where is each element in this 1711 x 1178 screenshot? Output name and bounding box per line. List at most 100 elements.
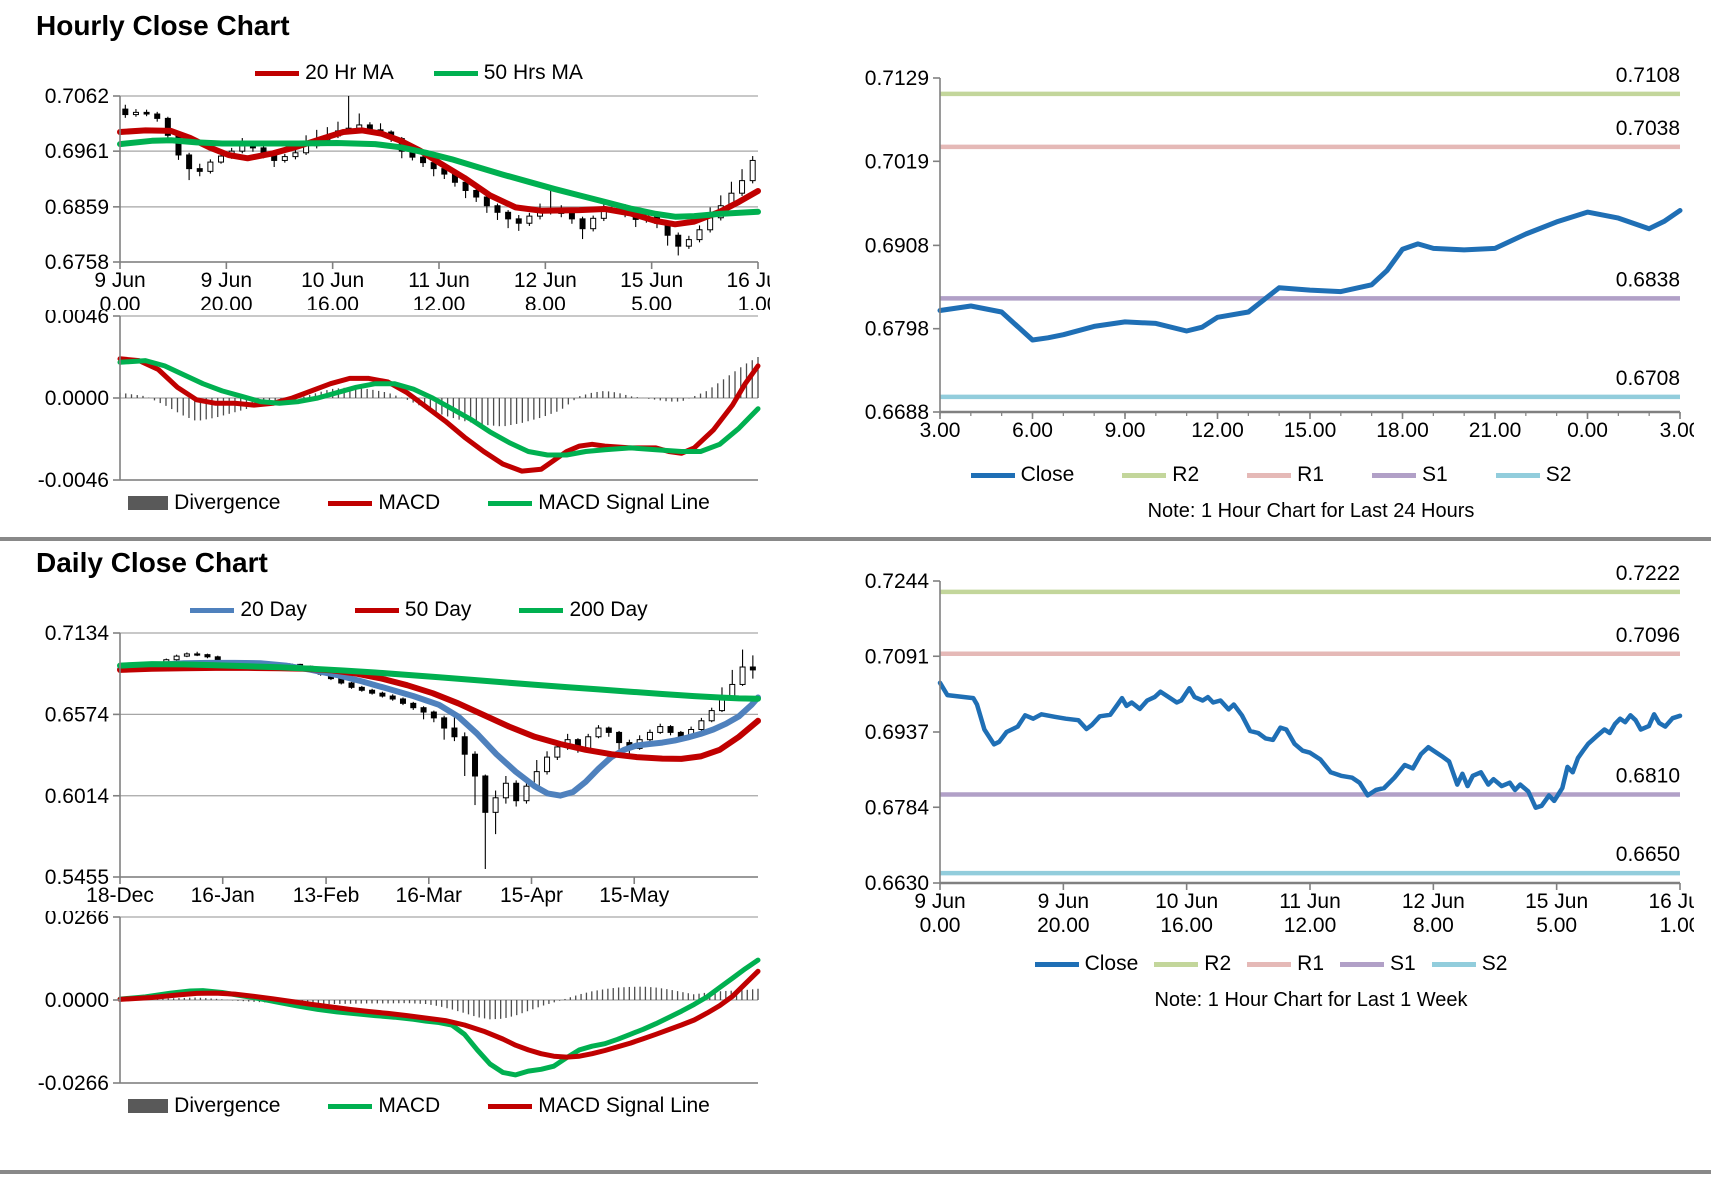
hourly-pivot-legend: Close R2 R1 S1 S2 bbox=[848, 460, 1694, 490]
legend-label: MACD bbox=[378, 1094, 441, 1117]
hourly-left-column: Hourly Close Chart 20 Hr MA 50 Hrs MA 0.7… bbox=[34, 4, 804, 518]
hourly-pivot-chart: 0.7108 0.7038 0.6838 0.6708 0.7129 0.7019 0.69… bbox=[848, 60, 1701, 460]
hourly-macd-legend: Divergence MACD MACD Signal Line bbox=[34, 488, 804, 518]
x-tick-label: 11 Jun bbox=[1279, 890, 1341, 913]
y-tick-label: 0.6937 bbox=[865, 721, 929, 744]
pivot-levels: 0.7222 0.7096 0.6810 0.6650 bbox=[940, 562, 1680, 876]
pivot-levels: 0.7108 0.7038 0.6838 0.6708 bbox=[940, 64, 1680, 400]
x-tick-label: 18-Dec bbox=[86, 884, 154, 907]
y-axis: 0.7062 0.6961 0.6859 0.6758 bbox=[45, 85, 121, 274]
x-tick-label: 3.00 bbox=[920, 419, 961, 442]
weekly-note: Note: 1 Hour Chart for Last 1 Week bbox=[1154, 989, 1468, 1011]
hourly-section: Hourly Close Chart 20 Hr MA 50 Hrs MA 0.7… bbox=[0, 4, 1711, 523]
legend-label: 20 Day bbox=[240, 598, 307, 621]
legend-label: R2 bbox=[1172, 463, 1200, 486]
x-tick-label: 5.00 bbox=[631, 293, 672, 310]
y-tick-label: 0.7244 bbox=[865, 570, 930, 593]
daily-macd-svg: 0.0266 0.0000 -0.0266 bbox=[38, 906, 761, 1095]
legend-label: MACD Signal Line bbox=[538, 491, 710, 514]
macd-signal-line-swatch-icon bbox=[488, 1103, 533, 1109]
legend-item-s2: S2 bbox=[1495, 463, 1572, 487]
level-label-s2: 0.6708 bbox=[1616, 367, 1680, 390]
x-tick-label: 9 Jun bbox=[94, 269, 145, 292]
legend-item-s1: S1 bbox=[1372, 463, 1448, 487]
legend-label: R1 bbox=[1297, 952, 1325, 975]
legend-item-close: Close bbox=[970, 463, 1074, 487]
legend-item-s2: S2 bbox=[1431, 952, 1508, 976]
y-tick-label: 0.7062 bbox=[45, 88, 109, 108]
y-tick-label: 0.5455 bbox=[45, 866, 109, 889]
level-label-r2: 0.7108 bbox=[1616, 64, 1680, 87]
y-axis: 0.7244 0.7091 0.6937 0.6784 0.6630 bbox=[865, 570, 941, 895]
daily-chart-title: Daily Close Chart bbox=[36, 547, 268, 578]
series-close bbox=[937, 680, 1683, 810]
legend-item-50-day: 50 Day bbox=[354, 598, 472, 622]
y-axis: 0.0266 0.0000 -0.0266 bbox=[38, 906, 121, 1095]
50-day-swatch-icon bbox=[354, 607, 399, 613]
x-tick-label: 16-Jan bbox=[191, 884, 255, 907]
y-tick-label: 0.6908 bbox=[865, 234, 929, 257]
x-tick-label: 15.00 bbox=[1284, 419, 1337, 442]
legend-label: MACD bbox=[378, 491, 441, 514]
hourly-ma-legend: 20 Hr MA 50 Hrs MA bbox=[34, 58, 804, 88]
level-label-s2: 0.6650 bbox=[1616, 843, 1680, 866]
x-tick-label: 1.00 bbox=[738, 293, 770, 310]
x-tick-label: 16 Jun bbox=[1648, 890, 1694, 913]
50-hrs-ma-swatch-icon bbox=[433, 70, 478, 76]
candles bbox=[122, 96, 756, 256]
x-tick-label: 0.00 bbox=[1567, 419, 1608, 442]
x-tick-label: 12 Jun bbox=[514, 269, 577, 292]
divergence-swatch-icon bbox=[128, 1099, 169, 1113]
y-tick-label: 0.7091 bbox=[865, 645, 929, 668]
series-macd-signal-line bbox=[117, 968, 761, 1060]
hourly-macd-svg: 0.0046 0.0000 -0.0046 bbox=[38, 305, 761, 492]
s2-swatch-icon bbox=[1495, 472, 1540, 478]
legend-label: Close bbox=[1084, 952, 1139, 975]
x-tick-label: 12.00 bbox=[413, 293, 466, 310]
daily-candlestick-chart: 0.7134 0.6574 0.6014 0.5455 18-Dec 16-Jan 13-F… bbox=[34, 622, 804, 911]
legend-label: S2 bbox=[1545, 463, 1572, 486]
s1-swatch-icon bbox=[1340, 961, 1385, 967]
level-label-s1: 0.6810 bbox=[1616, 764, 1680, 787]
macd-swatch-icon bbox=[328, 500, 373, 506]
x-tick-label: 15 Jun bbox=[1525, 890, 1588, 913]
x-tick-label: 16.00 bbox=[1160, 914, 1213, 937]
x-tick-label: 12.00 bbox=[1284, 914, 1337, 937]
x-tick-label: 8.00 bbox=[1413, 914, 1454, 937]
y-axis: 0.0046 0.0000 -0.0046 bbox=[38, 305, 121, 492]
weekly-pivot-svg: 0.7222 0.7096 0.6810 0.6650 0.7244 0.7091 0.69… bbox=[865, 562, 1711, 937]
legend-label: Divergence bbox=[174, 491, 281, 514]
x-tick-label: 9 Jun bbox=[201, 269, 252, 292]
y-tick-label: 0.6574 bbox=[45, 703, 110, 726]
series-close bbox=[937, 208, 1683, 343]
legend-item-50-hrs-ma: 50 Hrs MA bbox=[433, 61, 583, 85]
x-tick-label: 13-Feb bbox=[293, 884, 360, 907]
macd-signal-line-swatch-icon bbox=[488, 500, 533, 506]
x-tick-label: 20.00 bbox=[200, 293, 253, 310]
x-tick-label: 15-May bbox=[599, 884, 670, 907]
y-tick-label: 0.6798 bbox=[865, 318, 929, 341]
y-tick-label: 0.6688 bbox=[865, 401, 929, 424]
weekly-pivot-chart: 0.7222 0.7096 0.6810 0.6650 0.7244 0.7091 0.69… bbox=[848, 562, 1711, 949]
x-tick-label: 9 Jun bbox=[914, 890, 965, 913]
legend-label: 50 Day bbox=[404, 598, 472, 621]
y-tick-label: 0.6014 bbox=[45, 785, 110, 808]
daily-ma-legend: 20 Day 50 Day 200 Day bbox=[34, 595, 804, 625]
hourly-right-column: 0.7108 0.7038 0.6838 0.6708 0.7129 0.7019 0.69… bbox=[848, 4, 1701, 523]
x-tick-label: 15-Apr bbox=[500, 884, 563, 907]
legend-item-macd-signal-line: MACD Signal Line bbox=[488, 491, 710, 515]
y-tick-label: 0.0000 bbox=[45, 989, 109, 1012]
y-tick-label: 0.0266 bbox=[45, 911, 109, 929]
legend-label: S2 bbox=[1481, 952, 1508, 975]
hourly-candlestick-chart: 0.7062 0.6961 0.6859 0.6758 9 Jun 0.00 9 Jun 20… bbox=[34, 85, 804, 316]
legend-item-divergence: Divergence bbox=[128, 491, 280, 515]
series-50-hrs-ma bbox=[117, 137, 761, 220]
series-200-day bbox=[117, 661, 761, 702]
legend-item-r2: R2 bbox=[1154, 952, 1231, 976]
hourly-macd-chart: 0.0046 0.0000 -0.0046 bbox=[34, 305, 804, 492]
close-swatch-icon bbox=[970, 472, 1015, 478]
y-tick-label: 0.7019 bbox=[865, 150, 929, 173]
x-tick-label: 16 Jun bbox=[726, 269, 770, 292]
s2-swatch-icon bbox=[1431, 961, 1476, 967]
